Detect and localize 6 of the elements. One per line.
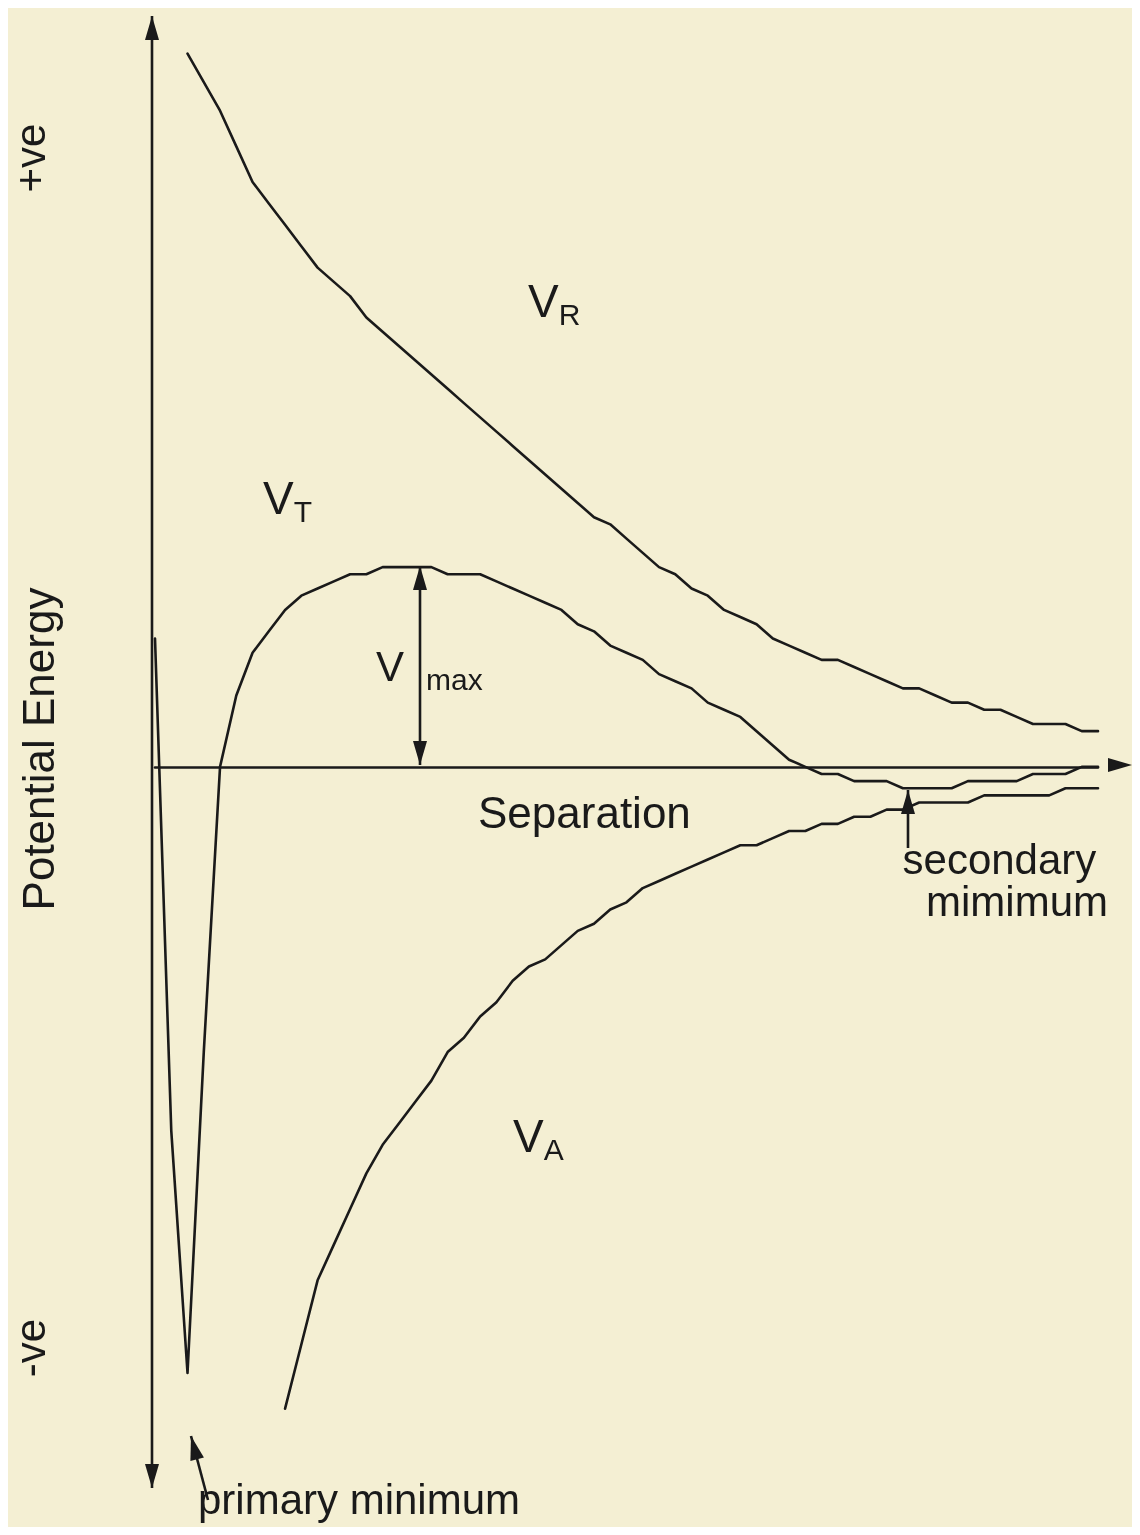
annotation: secondary mimimum	[902, 835, 1108, 925]
y-axis-title: Potential Energy	[13, 587, 63, 911]
text: primary minimum	[198, 1475, 521, 1523]
text: -ve	[6, 1318, 54, 1378]
x-axis-title: Separation	[478, 787, 691, 837]
text: +ve	[6, 123, 54, 193]
